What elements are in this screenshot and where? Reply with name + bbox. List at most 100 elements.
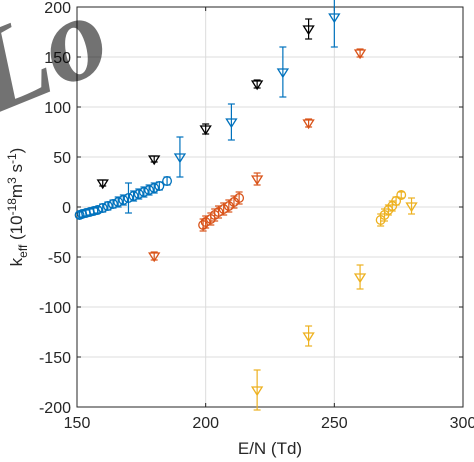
data-point (97, 203, 108, 213)
data-point (223, 199, 234, 213)
circle-marker (118, 195, 129, 205)
circle-marker (144, 185, 155, 195)
triangle-marker (302, 332, 315, 343)
axis-ticks (76, 6, 464, 408)
data-point (102, 201, 113, 211)
x-tick-label: 300 (450, 415, 474, 432)
x-axis-label: E/N (Td) (238, 439, 302, 458)
y-axis-label-exp1: -18 (5, 198, 19, 216)
data-point (123, 182, 134, 214)
circle-marker (391, 196, 402, 206)
data-point (200, 215, 211, 229)
circle-marker (97, 203, 108, 213)
circle-marker (128, 191, 139, 201)
y-axis-label-main: k (7, 257, 26, 266)
y-tick-label: -200 (39, 400, 71, 417)
triangle-marker (250, 386, 264, 397)
data-point (302, 118, 315, 130)
data-point (149, 182, 160, 194)
circle-marker (234, 193, 245, 203)
data-point (96, 179, 109, 190)
y-tick-label: 100 (44, 100, 71, 117)
y-tick-label: -100 (39, 300, 71, 317)
y-tick-label: -50 (48, 250, 71, 267)
triangle-marker (405, 202, 418, 213)
circle-marker (138, 187, 149, 197)
data-point (302, 325, 315, 347)
triangle-marker (96, 179, 109, 190)
data-point (148, 155, 161, 166)
triangle-marker (302, 119, 315, 130)
data-point (148, 251, 161, 263)
x-tick-label: 200 (192, 415, 219, 432)
data-point (250, 172, 264, 186)
data-point (218, 202, 229, 216)
y-axis-label-sub: eff (16, 244, 30, 258)
y-axis-label-unit-close: ) (7, 148, 26, 154)
data-point (353, 264, 367, 290)
triangle-marker (199, 125, 212, 136)
circle-marker (162, 176, 173, 186)
data-point (128, 190, 139, 202)
circle-marker (154, 181, 165, 191)
x-tick-label: 150 (64, 415, 91, 432)
triangle-marker (225, 118, 238, 129)
triangle-marker (250, 80, 264, 91)
circle-marker (108, 199, 118, 209)
data-layer (74, 0, 418, 411)
triangle-marker (276, 68, 290, 79)
tick-labels: 150 200 250 300 -200 -150 -100 -50 0 50 100 150 200 (39, 0, 474, 432)
triangle-marker (250, 175, 264, 186)
data-point (302, 18, 315, 40)
watermark-logo: Lo (0, 0, 125, 139)
data-point (276, 46, 290, 98)
circle-marker (133, 189, 144, 199)
data-point (353, 48, 367, 60)
y-tick-label: -150 (39, 350, 71, 367)
circle-marker (123, 193, 134, 203)
data-point (391, 196, 402, 206)
data-point (199, 123, 212, 136)
circle-marker (149, 183, 160, 193)
data-point (328, 0, 341, 48)
data-point (225, 103, 238, 141)
y-axis-label-unit-m: m (7, 184, 26, 198)
triangle-marker (353, 49, 367, 60)
triangle-marker (148, 155, 161, 166)
data-point (118, 194, 129, 206)
data-point (154, 181, 165, 191)
circle-marker (92, 205, 103, 215)
triangle-marker (353, 273, 367, 284)
data-point (162, 176, 173, 186)
data-point (144, 184, 155, 196)
y-axis-label-exp3: -1 (5, 153, 19, 164)
y-axis-label-exp2: 3 (5, 177, 19, 184)
y-tick-label: 200 (44, 0, 71, 17)
y-axis-label-unit-s: s (7, 164, 26, 177)
grid (76, 6, 464, 408)
data-point (405, 197, 418, 215)
y-tick-label: 150 (44, 50, 71, 67)
y-tick-label: 50 (53, 150, 71, 167)
circle-marker (102, 201, 113, 211)
circle-marker (200, 217, 211, 227)
data-point (234, 191, 245, 205)
circle-marker (213, 207, 224, 217)
triangle-marker (173, 153, 187, 164)
circle-marker (113, 197, 124, 207)
y-axis-label: keff (10-18m3 s-1) (5, 148, 30, 267)
triangle-marker (148, 252, 161, 263)
data-point (250, 79, 264, 91)
triangle-marker (328, 13, 341, 24)
y-axis-label-unit-open: (10 (7, 215, 26, 244)
data-point (92, 205, 103, 215)
circle-marker (396, 190, 407, 200)
circle-marker (218, 204, 229, 214)
x-tick-label: 250 (321, 415, 348, 432)
data-point (396, 190, 407, 200)
data-point (108, 199, 118, 209)
data-point (173, 136, 187, 178)
triangle-marker (302, 25, 315, 36)
y-tick-label: 0 (62, 200, 71, 217)
